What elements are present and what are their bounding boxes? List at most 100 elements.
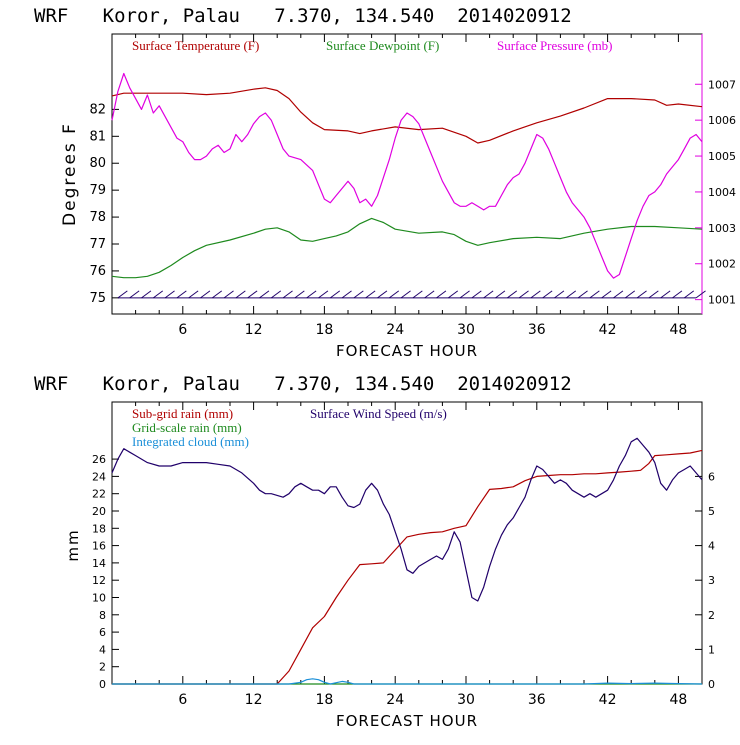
x-tick-label: 30 <box>457 322 475 338</box>
y-tick-label: 16 <box>92 540 106 553</box>
chart2-xlabel: FORECAST HOUR <box>336 712 478 730</box>
wind-barb <box>566 290 577 299</box>
y2-tick-label: 1005 <box>708 150 736 163</box>
wind-barb <box>589 290 600 299</box>
wind-barb <box>306 290 317 299</box>
wind-barb <box>507 290 518 299</box>
series-line-surface-pressure-mb <box>111 72 703 279</box>
x-tick-label: 36 <box>528 322 546 338</box>
wind-barb <box>235 290 246 299</box>
chart1-ylabel: Degrees F <box>60 122 80 226</box>
wind-barb <box>625 290 636 299</box>
wind-barb <box>636 290 647 299</box>
temperature-pressure-chart: WRF Koror, Palau 7.370, 134.540 20140209… <box>34 5 736 360</box>
y-tick-label: 22 <box>92 488 106 501</box>
wind-barb <box>212 290 223 299</box>
x-tick-label: 36 <box>528 692 546 708</box>
wind-barb <box>471 290 482 299</box>
chart1-xlabel: FORECAST HOUR <box>336 342 478 360</box>
wind-barb <box>341 290 352 299</box>
wind-barb <box>495 290 506 299</box>
wind-barb <box>684 290 695 299</box>
wind-barb <box>223 290 234 299</box>
chart2-title: WRF Koror, Palau 7.370, 134.540 20140209… <box>34 373 572 395</box>
y-tick-label: 78 <box>89 210 106 225</box>
wind-barb <box>365 290 376 299</box>
y-tick-label: 2 <box>99 661 106 674</box>
wind-barb <box>247 290 258 299</box>
series-line-surface-temperature-f <box>111 87 703 144</box>
x-tick-label: 18 <box>315 322 333 338</box>
y-tick-label: 20 <box>92 505 106 518</box>
chart1-frame <box>111 33 703 315</box>
y-tick-label: 77 <box>89 237 106 252</box>
wind-barb <box>695 290 706 299</box>
wind-barb <box>176 290 187 299</box>
y-tick-label: 79 <box>89 183 106 198</box>
wind-barb <box>554 290 565 299</box>
y-tick-label: 76 <box>89 264 106 279</box>
wind-barb <box>530 290 541 299</box>
wind-barb <box>271 290 282 299</box>
legend-surface-pressure: Surface Pressure (mb) <box>497 38 613 53</box>
wind-barb <box>282 290 293 299</box>
chart1-title: WRF Koror, Palau 7.370, 134.540 20140209… <box>34 5 572 27</box>
wind-barb <box>648 290 659 299</box>
wind-barb <box>389 290 400 299</box>
legend-grid-scale-rain: Grid-scale rain (mm) <box>132 420 242 435</box>
wind-barb <box>188 290 199 299</box>
wind-barb <box>613 290 624 299</box>
y2-tick-label: 1007 <box>708 78 736 91</box>
wind-barb <box>542 290 553 299</box>
rain-wind-chart: WRF Koror, Palau 7.370, 134.540 20140209… <box>34 373 715 730</box>
legend-surface-dewpoint: Surface Dewpoint (F) <box>326 38 439 53</box>
wind-barb <box>459 290 470 299</box>
y-tick-label: 81 <box>89 129 106 144</box>
x-tick-label: 48 <box>669 322 687 338</box>
y-tick-label: 80 <box>89 156 106 171</box>
legend-sub-grid-rain: Sub-grid rain (mm) <box>132 406 233 421</box>
wind-barb <box>660 290 671 299</box>
y2-tick-label: 1002 <box>708 258 736 271</box>
wind-barb <box>117 290 128 299</box>
x-tick-label: 6 <box>178 322 187 338</box>
wind-barb <box>153 290 164 299</box>
y2-tick-label: 1003 <box>708 222 736 235</box>
y2-tick-label: 5 <box>708 505 715 518</box>
wind-barb <box>330 290 341 299</box>
y2-tick-label: 6 <box>708 470 715 483</box>
y2-tick-label: 1006 <box>708 114 736 127</box>
wind-barb <box>412 290 423 299</box>
wind-barb <box>294 290 305 299</box>
y-tick-label: 12 <box>92 574 106 587</box>
y2-tick-label: 1 <box>708 643 715 656</box>
x-tick-label: 48 <box>669 692 687 708</box>
wind-barb <box>577 290 588 299</box>
y-tick-label: 75 <box>89 291 106 306</box>
legend-surface-wind-speed: Surface Wind Speed (m/s) <box>310 406 447 421</box>
wind-barb <box>377 290 388 299</box>
y-tick-label: 0 <box>99 678 106 691</box>
y-tick-label: 8 <box>99 609 106 622</box>
wind-barb <box>318 290 329 299</box>
chart2-ylabel: mm <box>64 528 82 561</box>
wind-barb <box>518 290 529 299</box>
series-line-surface-dewpoint-f <box>111 217 703 279</box>
x-tick-label: 24 <box>386 692 404 708</box>
y-tick-label: 82 <box>89 102 106 117</box>
y2-tick-label: 4 <box>708 540 715 553</box>
y2-tick-label: 0 <box>708 678 715 691</box>
wind-barb <box>164 290 175 299</box>
y-tick-label: 26 <box>92 453 106 466</box>
wind-barb <box>259 290 270 299</box>
wind-barb <box>448 290 459 299</box>
y2-tick-label: 1001 <box>708 294 736 307</box>
x-tick-label: 12 <box>245 692 263 708</box>
y-tick-label: 14 <box>92 557 106 570</box>
x-tick-label: 24 <box>386 322 404 338</box>
wind-barb <box>400 290 411 299</box>
x-tick-label: 18 <box>315 692 333 708</box>
wind-barb <box>129 290 140 299</box>
wind-barb <box>141 290 152 299</box>
